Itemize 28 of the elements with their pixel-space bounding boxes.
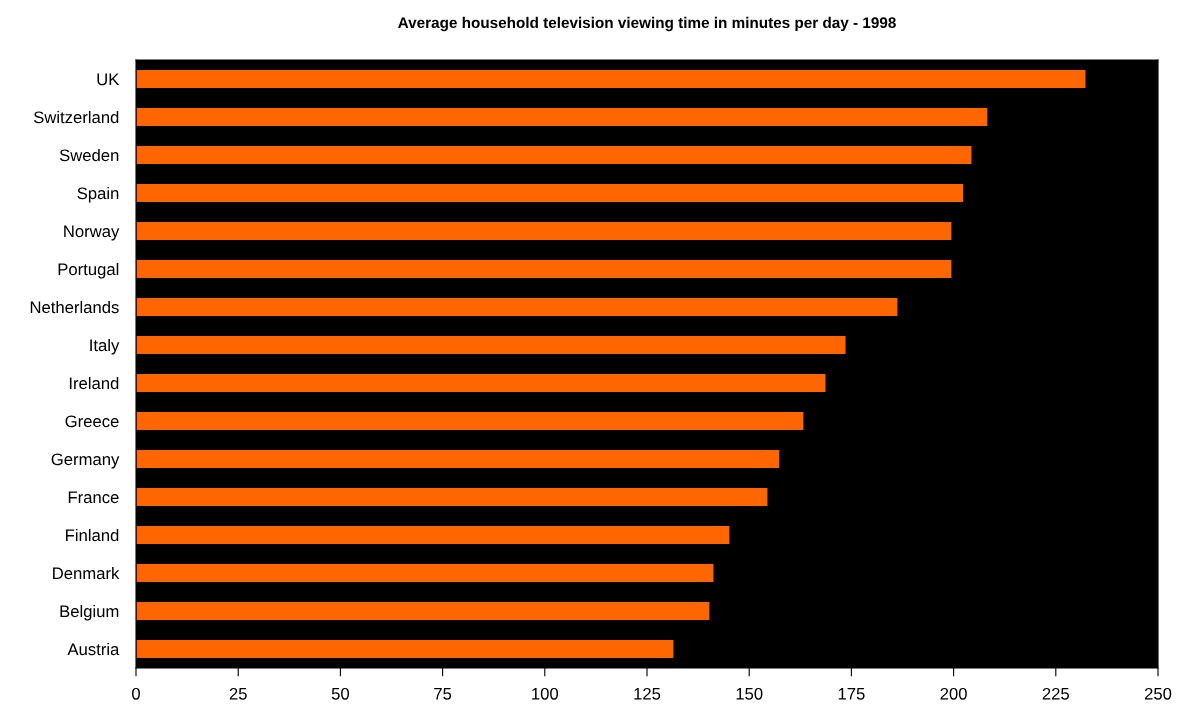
y-tick-label: Germany	[51, 453, 120, 469]
x-tick-label: 100	[532, 687, 559, 700]
x-tick-label: 175	[838, 688, 865, 700]
x-tick-label: 150	[736, 687, 763, 700]
y-tick-label: Spain	[77, 186, 119, 203]
x-tick-label: 25	[229, 687, 247, 700]
y-tick-label: Denmark	[53, 566, 120, 580]
y-tick-label: Greece	[65, 415, 119, 428]
x-tick-label: 250	[1144, 687, 1172, 700]
y-tick-label: Netherlands	[30, 300, 119, 314]
y-tick-label: Portugal	[58, 262, 119, 279]
y-tick-label: Sweden	[59, 148, 119, 162]
y-tick-label: Norway	[64, 225, 120, 241]
y-tick-label: France	[68, 491, 119, 504]
y-tick-label: Finland	[66, 528, 119, 542]
y-tick-label: Belgium	[60, 604, 119, 621]
y-tick-label: Ireland	[69, 376, 119, 390]
x-tick-label: 50	[331, 687, 350, 700]
y-tick-label: UK	[97, 73, 120, 86]
x-tick-label: 75	[434, 688, 452, 700]
x-tick-label: 200	[940, 687, 967, 700]
x-tick-label: 0	[132, 687, 140, 700]
y-tick-label: Austria	[67, 642, 120, 656]
x-tick-label: 225	[1042, 687, 1070, 700]
y-tick-label: Italy	[90, 338, 120, 355]
chart-title: Average household television viewing time in minutes per day - 1998	[398, 16, 896, 32]
y-tick-label: Switzerland	[33, 110, 119, 124]
x-tick-label: 125	[634, 687, 661, 700]
